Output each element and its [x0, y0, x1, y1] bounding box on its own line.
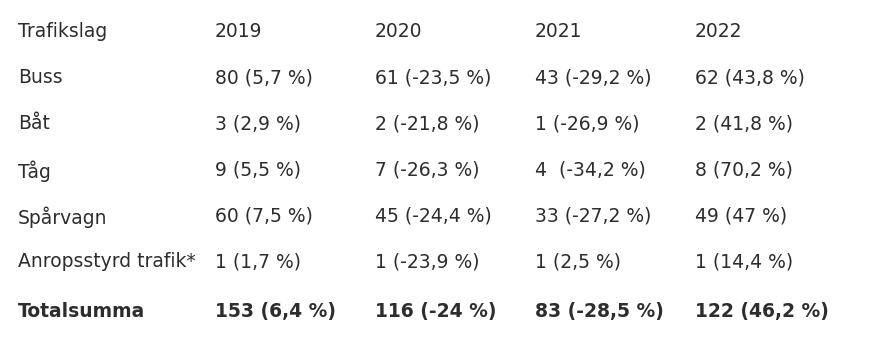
Text: 9 (5,5 %): 9 (5,5 %) [215, 160, 301, 179]
Text: 1 (2,5 %): 1 (2,5 %) [534, 252, 620, 271]
Text: Spårvagn: Spårvagn [18, 206, 108, 227]
Text: 3 (2,9 %): 3 (2,9 %) [215, 114, 301, 133]
Text: 2022: 2022 [694, 22, 741, 41]
Text: Tåg: Tåg [18, 160, 50, 182]
Text: 43 (-29,2 %): 43 (-29,2 %) [534, 68, 651, 87]
Text: 116 (-24 %): 116 (-24 %) [375, 302, 496, 321]
Text: 1 (-23,9 %): 1 (-23,9 %) [375, 252, 479, 271]
Text: 80 (5,7 %): 80 (5,7 %) [215, 68, 313, 87]
Text: 2019: 2019 [215, 22, 262, 41]
Text: 1 (-26,9 %): 1 (-26,9 %) [534, 114, 639, 133]
Text: 61 (-23,5 %): 61 (-23,5 %) [375, 68, 491, 87]
Text: Totalsumma: Totalsumma [18, 302, 145, 321]
Text: 7 (-26,3 %): 7 (-26,3 %) [375, 160, 479, 179]
Text: Båt: Båt [18, 114, 50, 133]
Text: 45 (-24,4 %): 45 (-24,4 %) [375, 206, 491, 225]
Text: 122 (46,2 %): 122 (46,2 %) [694, 302, 828, 321]
Text: 49 (47 %): 49 (47 %) [694, 206, 786, 225]
Text: 2 (-21,8 %): 2 (-21,8 %) [375, 114, 479, 133]
Text: Trafikslag: Trafikslag [18, 22, 107, 41]
Text: 4  (-34,2 %): 4 (-34,2 %) [534, 160, 645, 179]
Text: 33 (-27,2 %): 33 (-27,2 %) [534, 206, 651, 225]
Text: 1 (1,7 %): 1 (1,7 %) [215, 252, 301, 271]
Text: 60 (7,5 %): 60 (7,5 %) [215, 206, 313, 225]
Text: 62 (43,8 %): 62 (43,8 %) [694, 68, 804, 87]
Text: 1 (14,4 %): 1 (14,4 %) [694, 252, 793, 271]
Text: Buss: Buss [18, 68, 63, 87]
Text: 2021: 2021 [534, 22, 582, 41]
Text: 83 (-28,5 %): 83 (-28,5 %) [534, 302, 663, 321]
Text: 8 (70,2 %): 8 (70,2 %) [694, 160, 792, 179]
Text: 153 (6,4 %): 153 (6,4 %) [215, 302, 335, 321]
Text: Anropsstyrd trafik*: Anropsstyrd trafik* [18, 252, 196, 271]
Text: 2 (41,8 %): 2 (41,8 %) [694, 114, 792, 133]
Text: 2020: 2020 [375, 22, 422, 41]
